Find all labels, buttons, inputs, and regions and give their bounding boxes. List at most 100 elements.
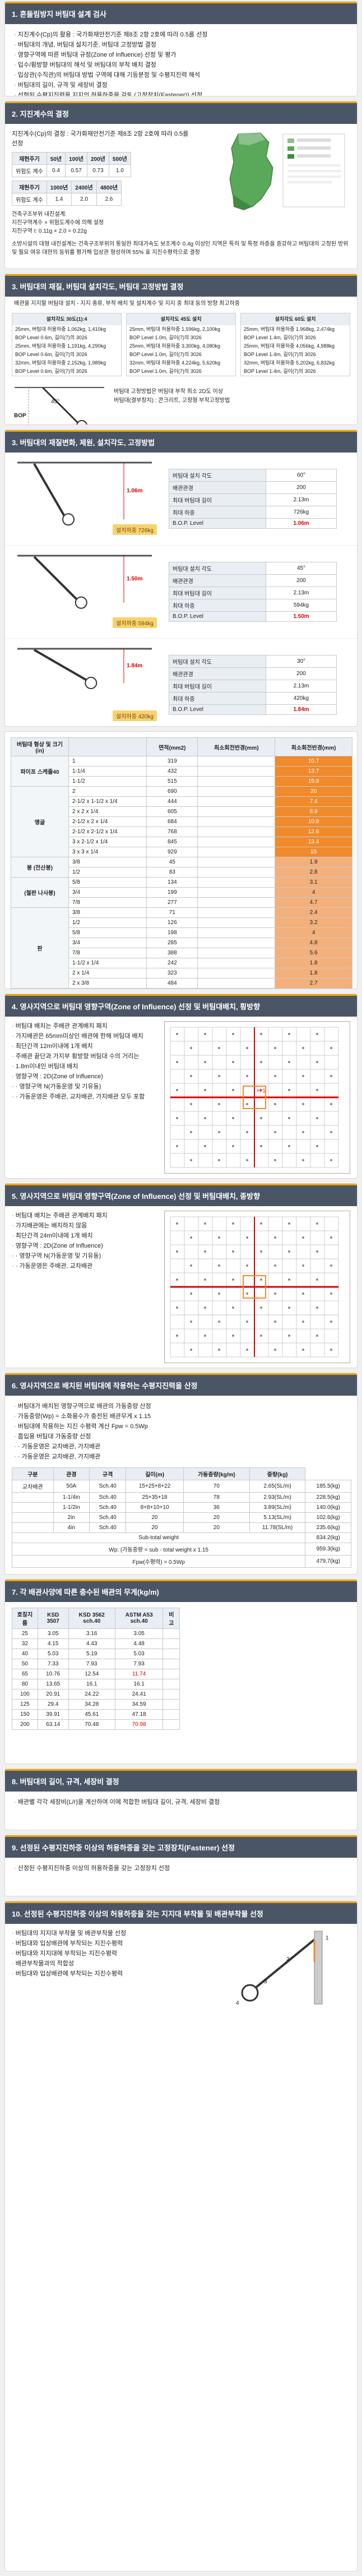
size-cell: 1/2	[68, 917, 147, 928]
brace-panel-figure: 1.06m 설치하중 726kg	[12, 458, 157, 537]
spacer-cell	[197, 816, 276, 827]
list-item: 가동중량(Wp) = 소화용수가 충전된 배관무게 x 1.15	[14, 1411, 348, 1421]
table-row: 3 x 2-1/2 x 1/4 845 13.4	[11, 837, 352, 847]
angle-column-line: 25mm, 버팀대 허용하중 3,300kg, 4,080kg	[129, 343, 221, 349]
table-row: 2-1/2 x 2-1/2 x 1/4 768 12.6	[11, 827, 352, 837]
fastener-list: 산정된 수평지진하중 이상의 허용하중을 갖는 고정장치 선정	[5, 1858, 357, 1879]
table-cell: 1.4	[46, 193, 72, 206]
size-cell: 3/4	[68, 887, 147, 898]
table-header: 구분	[12, 1467, 54, 1480]
radius-cell: 12.6	[275, 827, 352, 837]
angle-column-line: 25mm, 버팀대 허용하중 1,062kg, 1,410kg	[15, 326, 106, 332]
list-item: 버팀대의 개념, 버팀대 설치기준, 버팀대 고정방법 결정	[14, 40, 348, 50]
zone-transverse-list: 버팀대 배치는 주배관 관계배치 패치가지배관은 65mm미상인 배관에 한해 …	[12, 1021, 157, 1174]
table-row: 1/2 83 2.8	[11, 867, 352, 878]
bop-dimension-label: 1.06m	[127, 487, 143, 494]
area-cell: 484	[146, 978, 198, 989]
angle-column-line: 32mm, 버팀대 허용하중 2,152kg, 1,989kg	[15, 360, 106, 366]
spec-label: 최대 버팀대 길이	[169, 587, 266, 599]
table-row: 교차배관 50A Sch.40 15+25+8+22 70 2.65(SL/m) 185.5…	[12, 1480, 351, 1493]
table-row: 1-1/4 432 13.7	[11, 766, 352, 777]
brace-panel-figure: 1.84m 설치하중 420kg	[12, 644, 157, 723]
design-step-list: 지진계수(Cp)의 활용 : 국가화재안전기준 제8조 2항 2호에 따라 0.…	[5, 24, 357, 96]
list-item: · 영향구역 N(가동운영 및 기유동)	[12, 1251, 157, 1261]
table-cell: 13.65	[37, 1679, 69, 1689]
table-row: 200 63.14 70.48 70.98	[12, 1719, 180, 1730]
angle-column-line: BOP Level 0.6m, 길이(7)의 3026	[15, 335, 87, 340]
angle-column-line: BOP Level 1.4m, 길이(7)의 3026	[244, 352, 316, 357]
radius-cell: 4	[275, 887, 352, 898]
table-header: 길이(m)	[126, 1467, 184, 1480]
table-header: 면적(mm2)	[146, 737, 198, 756]
section-pipe-weight: 7. 각 배관사양에 따른 충수된 배관의 무게(kg/m) 호칭지름 KSD 3…	[4, 1579, 358, 1764]
angle-column: 설치각도 45도 설치 25mm, 버팀대 허용하중 1,596kg, 2,100…	[126, 313, 236, 376]
horizontal-force-list: 버팀대가 배치된 영향구역으로 배관의 가동중량 산정가동중량(Wp) = 소화…	[5, 1396, 357, 1467]
area-cell: 198	[146, 927, 198, 938]
group-label: 앵글	[11, 786, 69, 857]
summary-row: Sub-total weight 834.2(kg)	[11, 1532, 351, 1543]
size-cell: 3/8	[68, 907, 147, 918]
table-cell: 2.93(SL/m)	[249, 1492, 306, 1503]
angle-column-line: 25mm, 버팀대 허용하중 1,596kg, 2,100kg	[129, 326, 221, 332]
angle-column-line: BOP Level 0.6m, 길이(7)의 3026	[15, 368, 87, 374]
spec-value: 1.84m	[266, 704, 337, 715]
spec-value: 726kg	[266, 506, 337, 519]
summary-value: 479.7(kg)	[305, 1555, 351, 1568]
radius-cell: 13.4	[275, 837, 352, 847]
table-row: 7/8 388 5.6	[11, 948, 352, 958]
spacer-cell	[197, 927, 276, 938]
spec-value: 1.06m	[266, 518, 337, 529]
coefficient-description: 지진계수(Cp)의 결정 : 국가화재안전기준 제8조 2항 2호에 따라 0.…	[12, 131, 189, 147]
area-cell: 71	[146, 907, 198, 918]
table-cell: 140.0(kg)	[305, 1502, 351, 1513]
list-item: 영향구역에 따른 버팀대 규정(Zone of Influence) 선정 및 …	[14, 50, 348, 60]
section-fastener: 9. 선정된 수평지진하중 이상의 허용하중을 갖는 고정장치(Fastener…	[4, 1835, 358, 1896]
table-cell: 40	[12, 1649, 38, 1659]
spec-label: 최대 하중	[169, 692, 266, 705]
section-title: 2. 지진계수의 결정	[5, 101, 357, 124]
spacer-cell	[197, 877, 276, 888]
table-cell: 7.93	[68, 1659, 115, 1669]
spec-label: 최대 버팀대 길이	[169, 493, 266, 506]
table-cell	[163, 1699, 180, 1710]
table-cell: 32	[12, 1638, 38, 1649]
size-cell: 5/8	[68, 877, 147, 888]
table-cell: 185.5(kg)	[305, 1480, 351, 1493]
table-cell: 20	[126, 1522, 184, 1533]
table-cell	[12, 1492, 54, 1503]
table-cell: 4800년	[96, 181, 122, 193]
radius-cell: 4.7	[275, 897, 352, 908]
note: 버팀대 고정방법은 버팀대 부착 최소 2D도 이상	[114, 389, 224, 395]
fig-label: 1	[326, 1935, 329, 1941]
table-cell: 3.05	[37, 1628, 69, 1639]
table-cell: 11.74	[114, 1669, 164, 1679]
spacer-cell	[197, 756, 276, 767]
table-cell: 10.76	[37, 1669, 69, 1679]
table-cell: 20	[126, 1512, 184, 1523]
size-cell: 2-1/2 x 1-1/2 x 1/4	[68, 796, 147, 807]
angle-column-line: BOP Level 1.0m, 길이(7)의 3026	[129, 368, 202, 374]
table-cell: 20	[183, 1512, 250, 1523]
size-cell: 2 x 2 x 1/4	[68, 806, 147, 817]
table-cell: 1-1/2in	[53, 1502, 90, 1513]
brace-panel-figure: 1.50m 설치하중 594kg	[12, 551, 157, 630]
table-row: 1-1/4in Sch.40 25+35+18 78 2.93(SL/m) 228.5(k…	[12, 1492, 351, 1503]
spacer-cell	[197, 837, 276, 847]
table-cell: Sch.40	[89, 1492, 127, 1503]
section-zone-transverse: 4. 영사지역으로 버팀대 영향구역(Zone of Influence) 선정…	[4, 994, 358, 1179]
table-cell	[163, 1628, 180, 1639]
table-cell: 5.03	[114, 1649, 164, 1659]
spec-value: 420kg	[266, 692, 337, 705]
table-row: 50 7.33 7.93 7.93	[12, 1659, 180, 1669]
table-cell: 29.4	[37, 1699, 69, 1710]
angle-column-line: 25mm, 버팀대 허용하중 1,968kg, 2,474kg	[244, 326, 335, 332]
table-row: 1-1/2in Sch.40 8+8+10+10 36 3.89(SL/m) 140.0(…	[12, 1502, 351, 1513]
size-cell: 1	[68, 756, 147, 767]
section-design-review: 1. 흔들림방지 버팀대 설계 검사 지진계수(Cp)의 활용 : 국가화재안전…	[4, 1, 358, 96]
radius-cell: 15.8	[275, 776, 352, 787]
table-row: 2in Sch.40 20 20 5.13(SL/m) 102.6(kg)	[12, 1512, 351, 1523]
list-item: 버팀대와 입상배관에 부착되는 지진수평력	[12, 1969, 225, 1979]
table-row: 앵글 2 690 20	[11, 786, 352, 857]
angle-column-line: 32mm, 버팀대 허용하중 5,202kg, 6,832kg	[244, 360, 335, 366]
